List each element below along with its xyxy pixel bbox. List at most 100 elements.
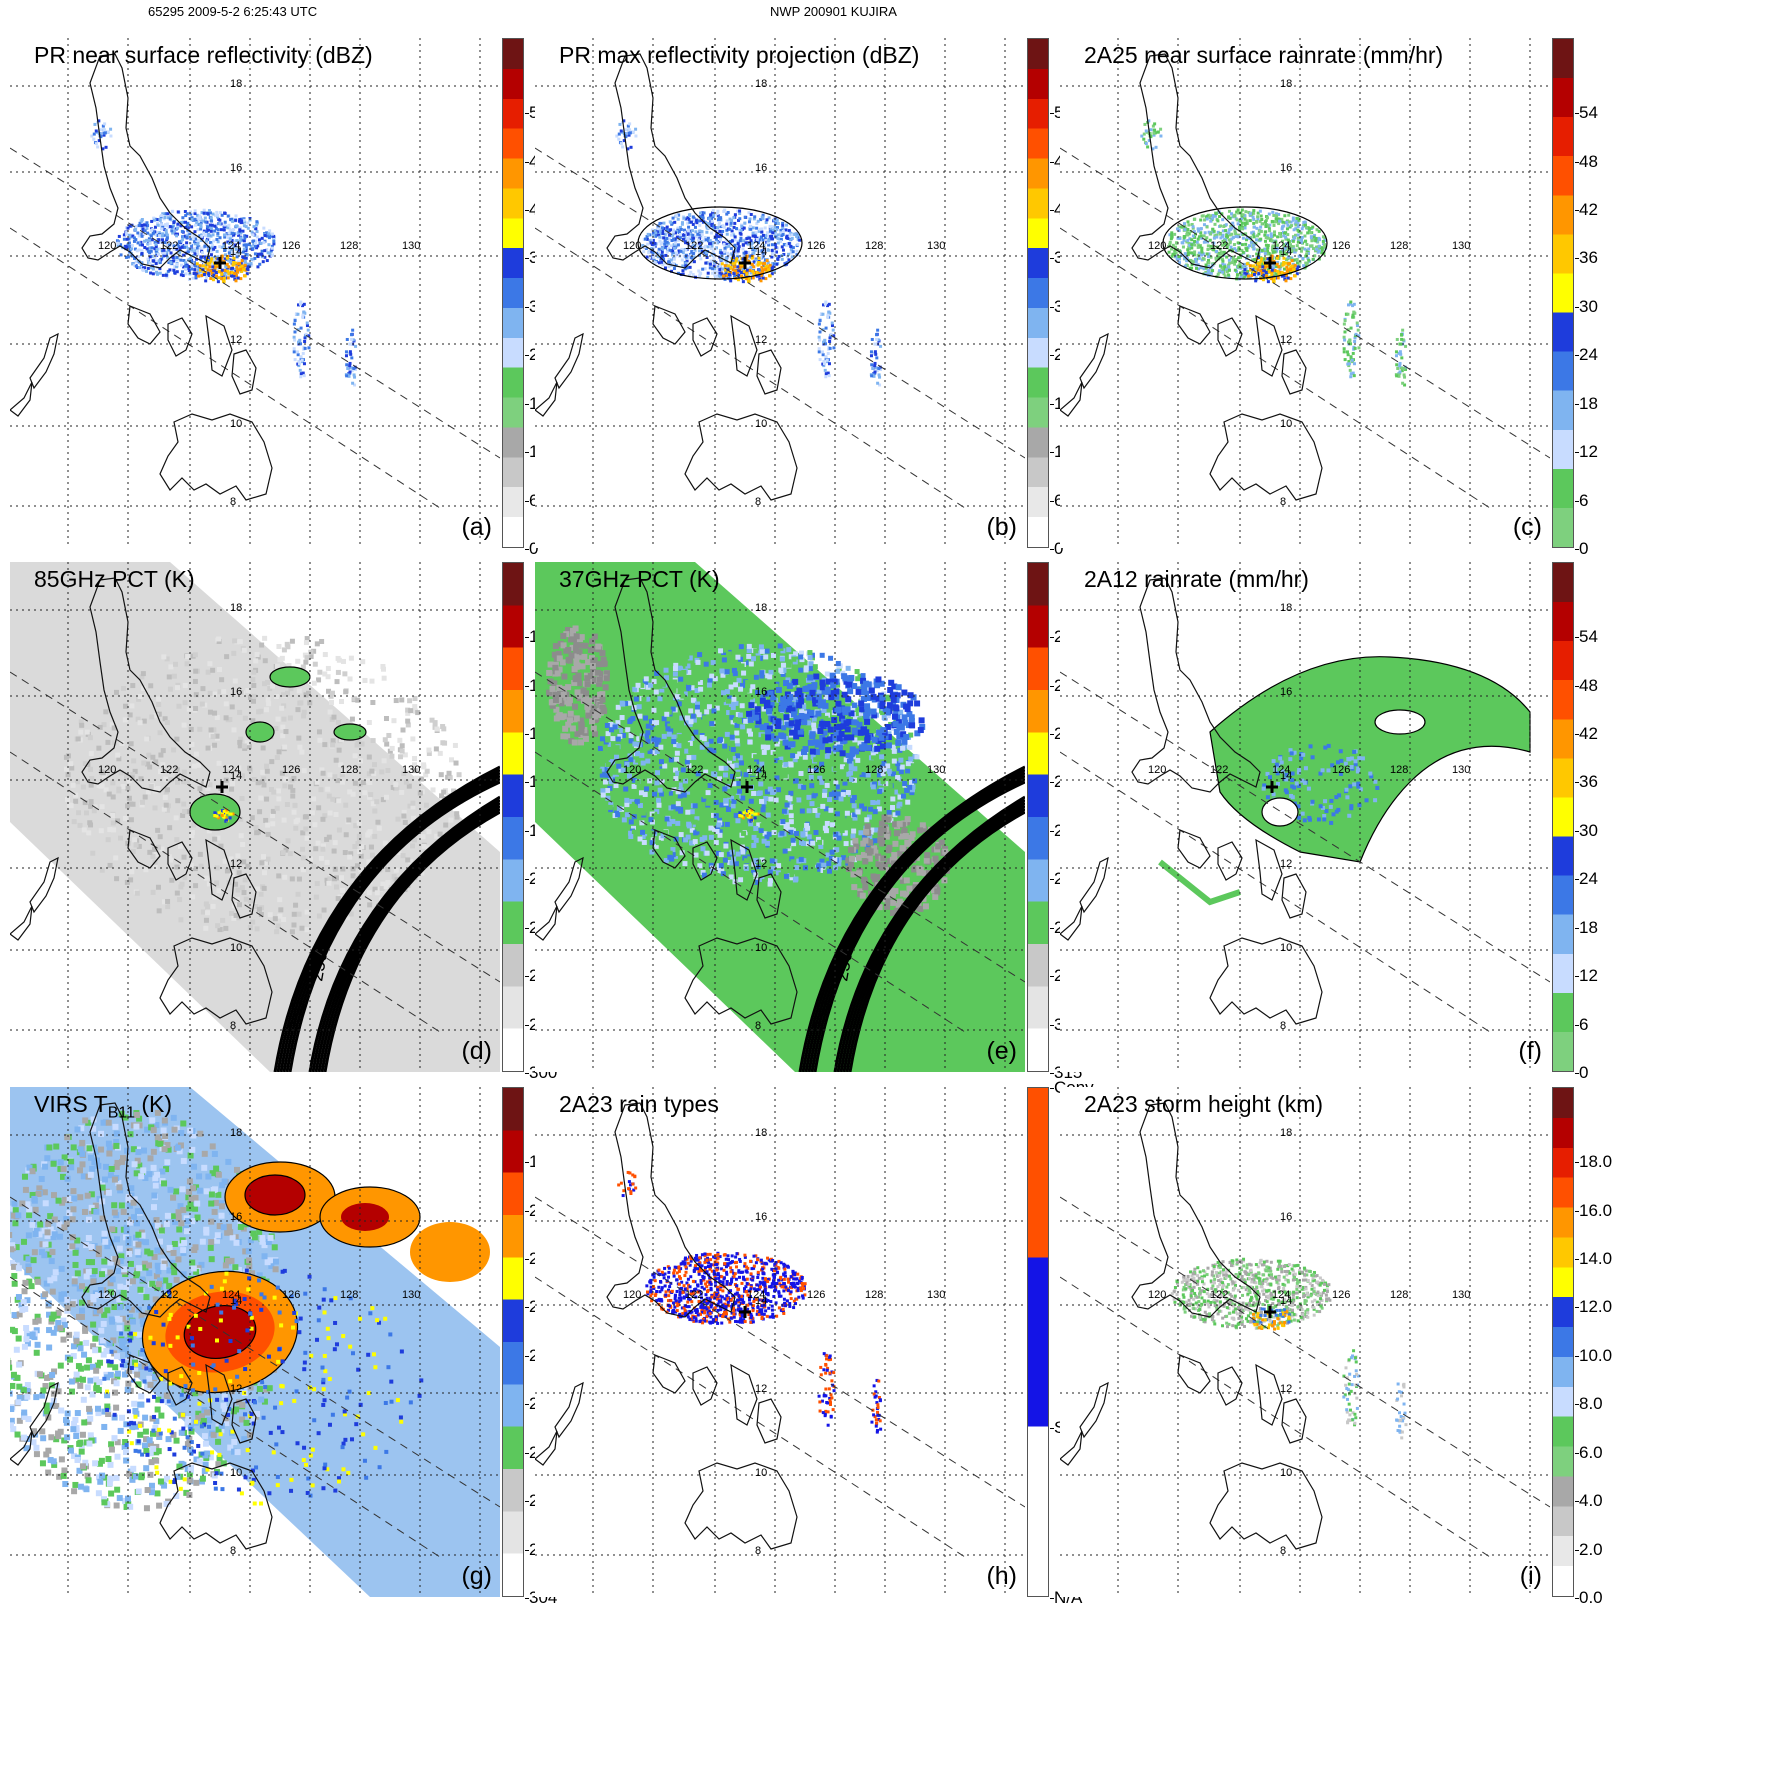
longitude-label: 122 [1210,1289,1229,1301]
map-c: 120 122 124 126 128 130 18 16 14 12 10 8 2A25 near s… [1060,38,1550,548]
colorbar-e: 315306297288279270261252243234 [1027,562,1082,1082]
longitude-label: 126 [807,764,826,776]
latitude-label: 18 [230,602,243,614]
colorbar-c: 0 6 12 18 24 30 36 42 48 54 [1552,38,1598,558]
latitude-label: 12 [755,1383,768,1395]
colorbar-tick-mark [525,1307,529,1309]
latitude-label: 18 [755,602,768,614]
latitude-label: 14 [1280,1295,1293,1307]
colorbar-tick-mark [525,210,529,212]
colorbar-tick-mark [1050,355,1054,357]
colorbar-tick-label: 54 [1579,103,1598,123]
longitude-label: 130 [1452,764,1471,776]
colorbar-tick-mark [1575,452,1579,454]
colorbar-tick-label: 12.0 [1579,1297,1613,1317]
longitude-label: 122 [685,240,704,252]
colorbar-tick-mark [525,258,529,260]
colorbar-tick-mark [525,1259,529,1261]
colorbar-tick-mark [1575,1404,1579,1406]
colorbar-tick-mark [525,976,529,978]
map-h: 120 122 124 126 128 130 18 16 14 12 10 8 2A23 rain t… [535,1087,1025,1597]
colorbar-tick-label: 18 [1579,917,1598,937]
colorbar-tick-mark [1050,1024,1054,1026]
colorbar-i: 0.0 2.0 4.0 6.0 8.0 10.0 12.0 14.0 16.0 18.0 [1552,1087,1612,1607]
longitude-label: 122 [685,1289,704,1301]
panel-label: (c) [1512,513,1542,541]
longitude-label: 130 [927,1289,946,1301]
panel-title: PR near surface reflectivity (dBZ) [34,42,373,69]
colorbar-tick-mark [1575,1259,1579,1261]
panel-title-text: 2A23 rain types [559,1091,719,1117]
longitude-label: 130 [402,764,421,776]
colorbar-tick-mark [1050,306,1054,308]
longitude-label: 128 [340,764,359,776]
colorbar-tick-mark [525,1598,529,1599]
colorbar-tick-mark [525,734,529,736]
colorbar-tick-mark [1575,1501,1579,1503]
colorbar-tick-mark [525,1501,529,1503]
colorbar-tick-mark [525,1549,529,1551]
colorbar-tick-label: 0 [1579,539,1589,558]
latitude-label: 10 [1280,942,1293,954]
colorbar-tick-mark [1050,258,1054,260]
colorbar-tick-mark [1575,161,1579,163]
orbit-info-header: 65295 2009-5-2 6:25:43 UTC [148,4,318,19]
colorbar-tick-mark [525,830,529,832]
longitude-label: 130 [927,764,946,776]
colorbar-tick-mark [1575,1452,1579,1454]
colorbar-tick-mark [525,879,529,881]
colorbar-tick-label: 6.0 [1579,1442,1603,1462]
colorbar-tick-mark [1050,549,1054,550]
panel-label: (a) [461,513,492,541]
colorbar-tick-label: 14.0 [1579,1249,1613,1269]
panel-title: 2A25 near surface rainrate (mm/hr) [1084,42,1443,69]
latitude-label: 16 [755,1211,768,1223]
latitude-label: 8 [1280,496,1287,508]
latitude-label: 10 [1280,1467,1293,1479]
latitude-label: 16 [1280,686,1293,698]
colorbar-tick-label: 54 [1579,627,1598,647]
colorbar-tick-label: 18 [1579,393,1598,413]
longitude-label: 122 [160,240,179,252]
latitude-label: 18 [1280,78,1293,90]
longitude-label: 130 [1452,1289,1471,1301]
panel-label: (h) [986,1562,1017,1590]
latitude-label: 8 [755,1020,762,1032]
colorbar-tick-mark [525,306,529,308]
latitude-label: 14 [1280,770,1293,782]
colorbar-tick-label: 42 [1579,724,1598,744]
latitude-label: 18 [1280,1127,1293,1139]
latitude-label: 10 [755,942,768,954]
longitude-label: 120 [98,1289,117,1301]
colorbar-tick-mark [1050,161,1054,163]
colorbar-tick-label: 10.0 [1579,1345,1613,1365]
latitude-label: 8 [230,1545,237,1557]
latitude-label: 10 [755,1467,768,1479]
colorbar-tick-mark [525,161,529,163]
colorbar-tick-mark [1575,549,1579,550]
colorbar-tick-mark [1050,879,1054,881]
longitude-label: 122 [1210,240,1229,252]
latitude-label: 12 [230,1383,243,1395]
latitude-label: 10 [755,418,768,430]
colorbar-tick-mark [1050,976,1054,978]
longitude-label: 126 [1332,1289,1351,1301]
longitude-label: 128 [865,240,884,252]
colorbar-tick-mark [525,685,529,687]
longitude-label: 128 [1390,240,1409,252]
colorbar-tick-mark [525,403,529,405]
panel-title-text: VIRS T [34,1091,108,1117]
longitude-label: 130 [927,240,946,252]
colorbar-tick-mark [525,637,529,639]
colorbar-tick-mark [525,500,529,502]
latitude-label: 10 [1280,418,1293,430]
colorbar-tick-mark [525,1452,529,1454]
map-a: 120 122 124 126 128 130 18 16 14 12 10 8 PR near sur… [10,38,500,548]
colorbar-tick-label: 16.0 [1579,1200,1613,1220]
latitude-label: 8 [230,1020,237,1032]
longitude-label: 124 [1272,240,1291,252]
colorbar-tick-label: 30 [1579,296,1598,316]
latitude-label: 16 [230,1211,243,1223]
